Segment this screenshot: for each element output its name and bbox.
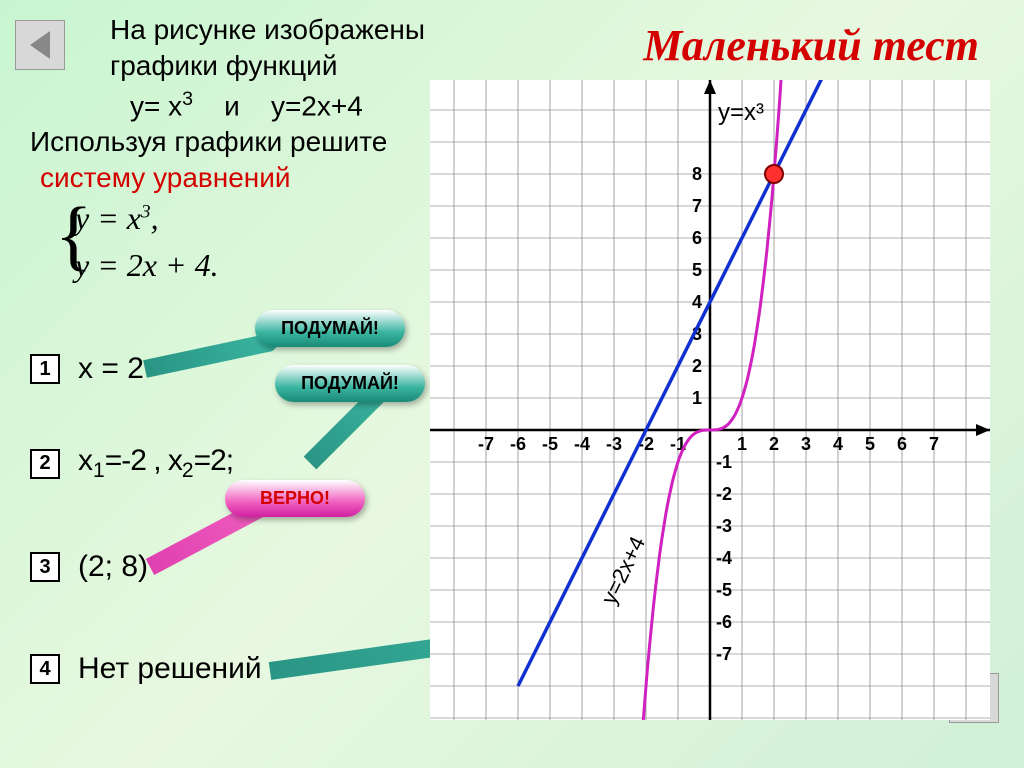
svg-text:-6: -6 <box>510 434 526 454</box>
intro-line3: у= х3 и у=2х+4 <box>130 88 363 122</box>
answer-1-button[interactable]: 1 <box>30 354 60 384</box>
svg-text:-3: -3 <box>716 516 732 536</box>
think-bubble-1: ПОДУМАЙ! <box>255 310 405 347</box>
answer-3-row: 3 (2; 8) <box>30 550 148 584</box>
svg-text:7: 7 <box>692 196 702 216</box>
svg-text:4: 4 <box>833 434 843 454</box>
svg-text:-6: -6 <box>716 612 732 632</box>
svg-text:-7: -7 <box>478 434 494 454</box>
svg-text:8: 8 <box>692 164 702 184</box>
svg-text:у=х³: у=х³ <box>718 99 764 126</box>
equation-2: y = 2x + 4. <box>75 247 219 284</box>
svg-text:3: 3 <box>801 434 811 454</box>
nav-prev-button[interactable] <box>15 20 65 70</box>
answer-4-button[interactable]: 4 <box>30 654 60 684</box>
intro-line4: Используя графики решите <box>30 126 387 158</box>
svg-text:5: 5 <box>865 434 875 454</box>
answer-3-text: (2; 8) <box>78 550 148 584</box>
svg-text:-7: -7 <box>716 644 732 664</box>
and-label: и <box>224 90 240 121</box>
answer-2-button[interactable]: 2 <box>30 449 60 479</box>
fn2-label: у=2х+4 <box>271 90 363 121</box>
intro-text: На рисунке изображены графики функций <box>110 12 425 85</box>
page-title: Маленький тест <box>643 20 979 71</box>
svg-text:7: 7 <box>929 434 939 454</box>
think-bubble-2: ПОДУМАЙ! <box>275 365 425 402</box>
answer-1-text: x = 2 <box>78 352 144 386</box>
svg-text:1: 1 <box>692 388 702 408</box>
intro-line2: графики функций <box>110 48 425 84</box>
equation-system: y = x3, y = 2x + 4. <box>75 200 219 284</box>
answer-2-text: х1=-2 , х2=2; <box>78 444 233 483</box>
answer-1-row: 1 x = 2 <box>30 352 144 386</box>
function-chart: -7-6-5-4-3-2-1123456712345678-1-2-3-4-5-… <box>430 80 990 720</box>
svg-text:-5: -5 <box>542 434 558 454</box>
answer-4-row: 4 Нет решений <box>30 652 262 686</box>
a2-x1: х <box>78 444 93 477</box>
svg-text:6: 6 <box>692 228 702 248</box>
svg-text:4: 4 <box>692 292 702 312</box>
svg-text:6: 6 <box>897 434 907 454</box>
svg-text:-3: -3 <box>606 434 622 454</box>
svg-text:-5: -5 <box>716 580 732 600</box>
answer-4-text: Нет решений <box>78 652 262 686</box>
svg-text:-4: -4 <box>574 434 590 454</box>
a2-mid: =-2 , х <box>105 444 182 477</box>
intro-line1: На рисунке изображены <box>110 12 425 48</box>
equation-1: y = x3, <box>75 200 219 237</box>
correct-bubble: ВЕРНО! <box>225 480 365 517</box>
a2-end: =2; <box>194 444 234 477</box>
fn1-label: у= х <box>130 90 182 121</box>
svg-text:-1: -1 <box>716 452 732 472</box>
answer-2-row: 2 х1=-2 , х2=2; <box>30 444 233 483</box>
svg-text:5: 5 <box>692 260 702 280</box>
intro-line5: систему уравнений <box>40 162 291 194</box>
svg-text:2: 2 <box>769 434 779 454</box>
svg-text:2: 2 <box>692 356 702 376</box>
svg-text:-4: -4 <box>716 548 732 568</box>
svg-text:1: 1 <box>737 434 747 454</box>
chevron-left-icon <box>30 31 50 59</box>
answer-3-button[interactable]: 3 <box>30 552 60 582</box>
svg-text:-2: -2 <box>716 484 732 504</box>
